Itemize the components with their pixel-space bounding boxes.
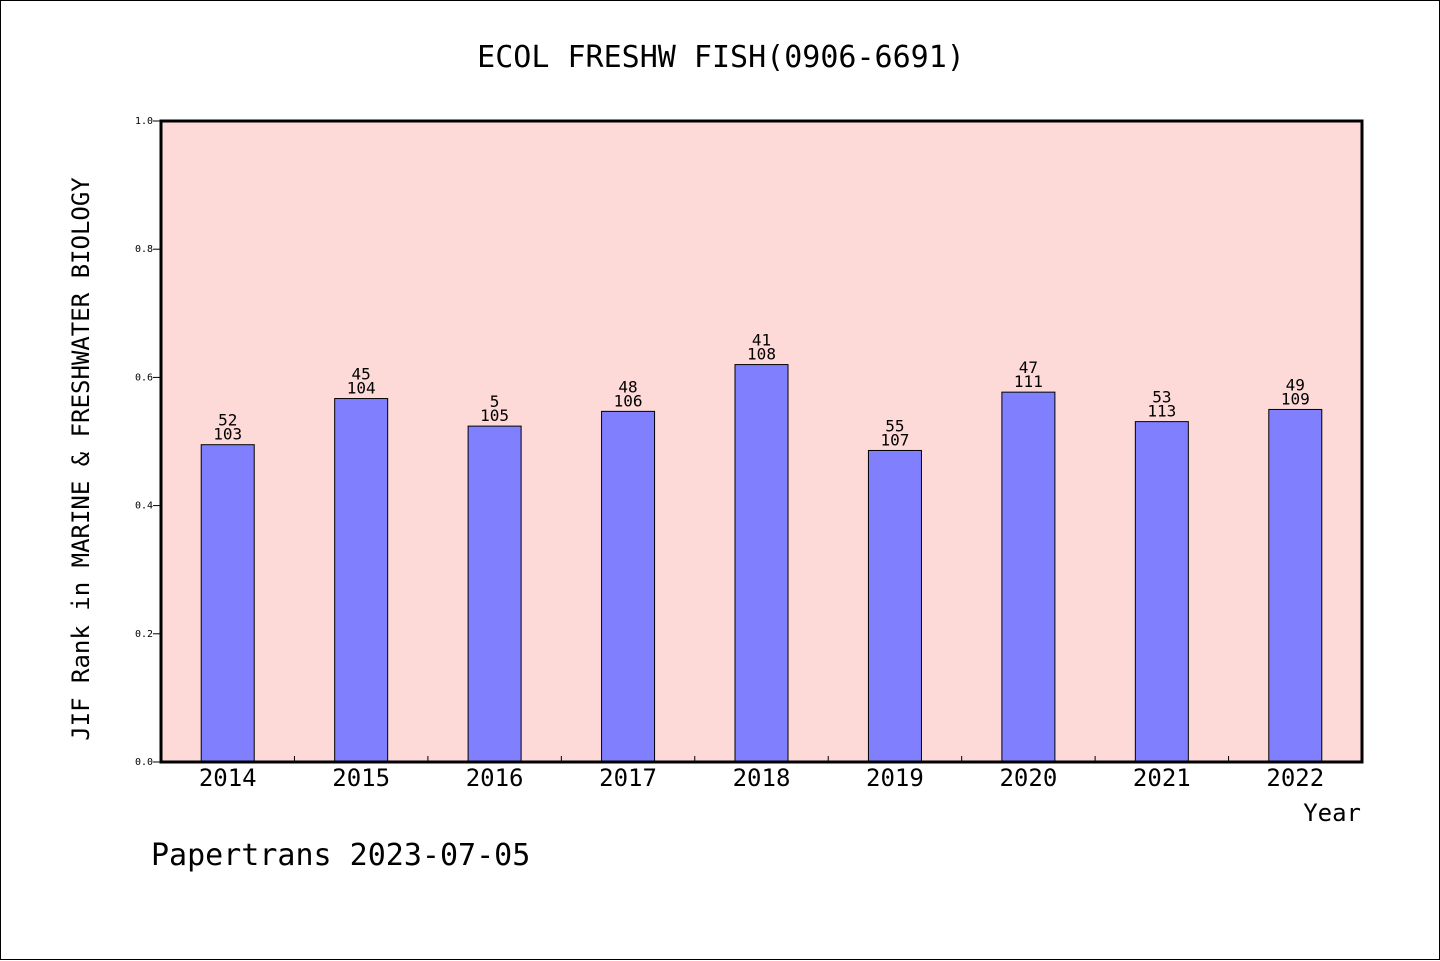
x-tick-label: 2016 — [466, 764, 524, 792]
bar-rank-label: 53 — [1152, 388, 1171, 407]
bar-2018 — [734, 364, 789, 763]
bar-total-label: 111 — [1014, 372, 1043, 391]
bar-2021 — [1134, 421, 1189, 763]
bar-2016 — [467, 425, 522, 763]
bar-rank-label: 47 — [1019, 358, 1038, 377]
bar-total-label: 103 — [213, 425, 242, 444]
bar-total-label: 109 — [1281, 389, 1310, 408]
bar-2015 — [334, 398, 389, 763]
bar-total-label: 108 — [747, 345, 776, 364]
bar-2022 — [1268, 408, 1323, 763]
plot-border — [159, 119, 1364, 764]
bar-total-label: 105 — [480, 406, 509, 425]
bar-rank-label: 49 — [1286, 375, 1305, 394]
bar-rank-label: 48 — [618, 377, 637, 396]
chart-title: ECOL FRESHW FISH(0906-6691) — [477, 40, 965, 75]
x-tick-label: 2018 — [733, 764, 791, 792]
x-tick-label: 2022 — [1266, 764, 1324, 792]
bar-total-label: 113 — [1147, 402, 1176, 421]
footer-text: Papertrans 2023-07-05 — [151, 838, 530, 873]
ticks-group: 2014 2015 2016 2017 2018 2019 2020 2021 2022 0.0 0… — [135, 116, 1324, 792]
y-tick-label: 0.4 — [135, 501, 153, 512]
x-tick-label: 2017 — [599, 764, 657, 792]
x-tick-label: 2014 — [199, 764, 257, 792]
bar-rank-label: 55 — [885, 416, 904, 435]
x-tick-label: 2015 — [332, 764, 390, 792]
x-tick-label: 2021 — [1133, 764, 1191, 792]
x-axis-label: Year — [1303, 799, 1361, 827]
y-tick-label: 0.8 — [135, 244, 153, 255]
y-tick-label: 1.0 — [135, 116, 153, 127]
y-tick-label: 0.0 — [135, 757, 153, 768]
bar-2014 — [200, 444, 255, 763]
bar-total-label: 107 — [880, 430, 909, 449]
y-tick-label: 0.2 — [135, 629, 153, 640]
x-tick-label: 2020 — [999, 764, 1057, 792]
bar-rank-label: 41 — [752, 331, 771, 350]
bar-total-label: 104 — [347, 379, 376, 398]
bar-2020 — [1001, 391, 1056, 763]
bar-2017 — [601, 410, 656, 763]
y-tick-label: 0.6 — [135, 372, 153, 383]
bar-rank-label: 52 — [218, 411, 237, 430]
bar-2019 — [867, 449, 922, 763]
y-axis-label: JIF Rank in MARINE & FRESHWATER BIOLOGY — [67, 177, 95, 741]
bar-total-label: 106 — [614, 391, 643, 410]
x-tick-label: 2019 — [866, 764, 924, 792]
bar-rank-label: 5 — [490, 392, 500, 411]
bar-rank-label: 45 — [352, 365, 371, 384]
